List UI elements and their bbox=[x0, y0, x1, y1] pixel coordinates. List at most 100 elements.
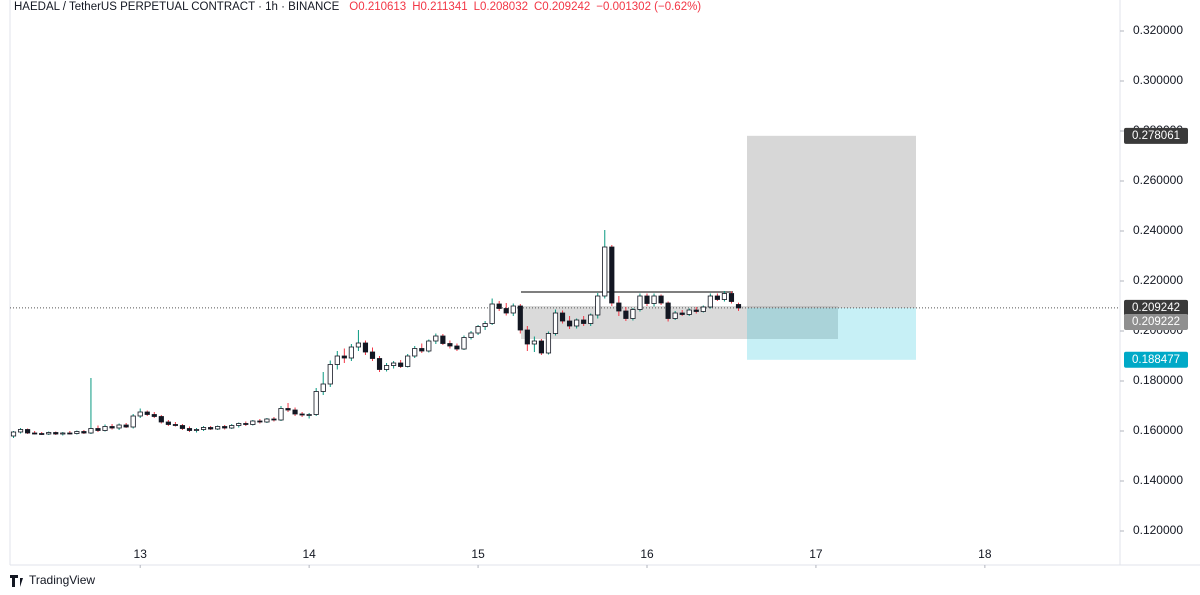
candle-body bbox=[285, 408, 291, 411]
y-tick-label: 0.320000 bbox=[1133, 23, 1183, 37]
last-price-badge-bg bbox=[1124, 299, 1188, 316]
candle-body bbox=[609, 246, 615, 304]
y-tick-label: 0.140000 bbox=[1133, 473, 1183, 487]
candle-body bbox=[102, 426, 108, 431]
candle-body bbox=[566, 320, 573, 327]
candle-body bbox=[581, 319, 587, 324]
candle-body bbox=[468, 332, 474, 338]
candle-body bbox=[39, 433, 45, 435]
candle-body bbox=[172, 424, 178, 426]
candle-body bbox=[552, 312, 559, 334]
candle-body bbox=[53, 432, 59, 435]
candle-body bbox=[651, 295, 657, 304]
profit-box bbox=[747, 135, 916, 308]
candle-body bbox=[95, 428, 101, 431]
candle-body bbox=[299, 413, 305, 416]
y-tick-label: 0.160000 bbox=[1133, 423, 1183, 437]
candle-body bbox=[433, 335, 439, 342]
y-tick-label: 0.180000 bbox=[1133, 373, 1183, 387]
candle-body bbox=[714, 295, 720, 300]
candle-body bbox=[32, 432, 38, 435]
candle-body bbox=[412, 348, 418, 357]
stop-badge-bg bbox=[1124, 351, 1188, 368]
stop-box bbox=[747, 307, 916, 360]
entry-badge: 0.209222 bbox=[1132, 316, 1180, 328]
candle-body bbox=[144, 411, 150, 415]
candle-body bbox=[10, 431, 17, 437]
candle-body bbox=[306, 414, 312, 416]
x-tick-label: 18 bbox=[978, 547, 992, 561]
candle-body bbox=[25, 429, 31, 434]
candle-body bbox=[545, 333, 552, 354]
ohlc-value: L0.208032 bbox=[474, 1, 528, 13]
candle-body bbox=[559, 312, 566, 322]
candle-body bbox=[510, 305, 516, 314]
candle-body bbox=[679, 312, 685, 315]
candle-body bbox=[637, 295, 643, 310]
candle-body bbox=[447, 343, 453, 347]
candle-body bbox=[341, 355, 347, 359]
candle-body bbox=[229, 425, 235, 429]
candle-body bbox=[278, 408, 284, 421]
candle-body bbox=[538, 340, 545, 354]
y-tick-label: 0.240000 bbox=[1133, 223, 1183, 237]
candle-body bbox=[179, 425, 186, 429]
y-tick-label: 0.300000 bbox=[1133, 73, 1183, 87]
candle-body bbox=[686, 309, 692, 315]
y-tick-label: 0.260000 bbox=[1133, 173, 1183, 187]
candle-body bbox=[355, 342, 361, 348]
candle-body bbox=[398, 362, 404, 367]
candle-body bbox=[60, 432, 66, 435]
candle-body bbox=[215, 426, 221, 430]
candle-body bbox=[320, 383, 326, 392]
candle-body bbox=[67, 432, 73, 435]
candle-body bbox=[383, 365, 390, 370]
candle-body bbox=[271, 418, 277, 421]
candle-body bbox=[721, 293, 728, 300]
ohlc-value: O0.210613 bbox=[349, 1, 406, 13]
candle-body bbox=[186, 428, 193, 431]
candle-body bbox=[250, 420, 256, 425]
candle-body bbox=[193, 429, 200, 431]
candle-body bbox=[461, 337, 467, 350]
symbol-title: HAEDAL / TetherUS PERPETUAL CONTRACT · 1… bbox=[14, 1, 340, 13]
candle-body bbox=[454, 345, 460, 350]
x-tick-label: 13 bbox=[134, 547, 148, 561]
candle-body bbox=[496, 303, 502, 309]
target-badge-bg bbox=[1124, 127, 1188, 144]
y-tick-label: 0.120000 bbox=[1133, 523, 1183, 537]
candle-body bbox=[524, 329, 530, 345]
candle-body bbox=[665, 302, 671, 319]
candle-body bbox=[151, 414, 157, 417]
candle-body bbox=[348, 346, 354, 359]
zone-box bbox=[521, 306, 838, 339]
candle-body bbox=[419, 348, 425, 352]
brand-name: TradingView bbox=[29, 573, 95, 587]
candle-body bbox=[531, 340, 537, 345]
candle-body bbox=[46, 432, 52, 435]
candle-body bbox=[644, 295, 650, 304]
candle-body bbox=[482, 323, 488, 327]
candle-body bbox=[475, 326, 481, 334]
candle-body bbox=[137, 411, 143, 417]
ohlc-value: H0.211341 bbox=[412, 1, 467, 13]
candle-body bbox=[81, 431, 87, 434]
candle-body bbox=[123, 424, 129, 428]
x-tick-label: 17 bbox=[809, 547, 823, 561]
candle-body bbox=[327, 364, 333, 385]
candle-body bbox=[588, 314, 594, 324]
candle-body bbox=[440, 335, 446, 344]
candle-body bbox=[200, 427, 207, 430]
candle-body bbox=[602, 246, 608, 297]
candle-body bbox=[405, 355, 411, 367]
candle-body bbox=[130, 415, 136, 428]
candle-body bbox=[623, 310, 629, 319]
candle-body bbox=[264, 418, 270, 423]
candle-body bbox=[735, 304, 742, 309]
candle-body bbox=[391, 362, 397, 366]
stop-badge: 0.188477 bbox=[1132, 354, 1180, 366]
candle-body bbox=[165, 421, 171, 425]
candle-body bbox=[334, 355, 340, 365]
brand: TradingView bbox=[10, 573, 95, 587]
y-tick-label: 0.220000 bbox=[1133, 273, 1183, 287]
